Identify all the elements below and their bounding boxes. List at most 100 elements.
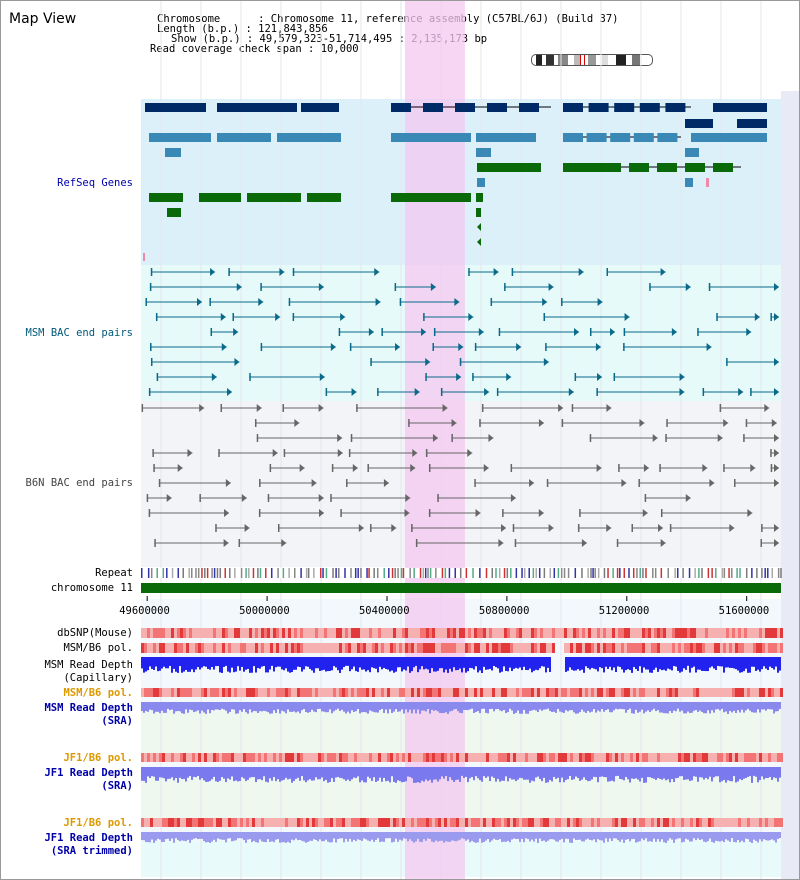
msm-bac-pair-end	[624, 313, 630, 321]
msm-b6-pol-sra-strip	[579, 688, 582, 697]
msm-read-depth-sra-bar	[745, 702, 747, 711]
msm-read-depth-capillary-bar	[297, 657, 299, 667]
dbsnp-strip	[756, 628, 759, 638]
msm-read-depth-sra-bar	[495, 702, 497, 710]
jf1-b6-pol-trimmed-strip	[627, 818, 630, 827]
msm-read-depth-capillary-bar	[195, 657, 197, 670]
jf1-b6-pol-strip	[189, 753, 192, 762]
msm-read-depth-sra-bar	[683, 702, 685, 714]
jf1-read-depth-sra-bar	[277, 767, 279, 780]
jf1-read-depth-sra-bar	[713, 767, 715, 778]
gene-row-exon	[480, 193, 483, 202]
msm-b6-pol-sra-strip	[165, 688, 168, 697]
dbsnp-strip	[279, 628, 282, 638]
msm-read-depth-sra-bar	[359, 702, 361, 714]
jf1-read-depth-sra-bar	[779, 767, 781, 778]
dbsnp-strip	[780, 628, 783, 638]
repeat-mark	[510, 568, 512, 578]
jf1-read-depth-sra-bar	[623, 767, 625, 781]
b6n-bac-pair-end	[723, 464, 725, 472]
repeat-mark	[257, 568, 259, 578]
jf1-read-depth-sra-bar	[577, 767, 579, 779]
msm-b6-pol-sra-strip	[753, 688, 756, 697]
msm-read-depth-sra-bar	[183, 702, 185, 714]
msm-read-depth-sra-bar	[731, 702, 733, 713]
jf1-read-depth-sra-bar	[669, 767, 671, 783]
msm-read-depth-sra-bar	[717, 702, 719, 710]
msm-read-depth-sra-bar	[771, 702, 773, 710]
msm-read-depth-sra-bar	[689, 702, 691, 714]
msm-b6-pol-strip	[366, 643, 369, 653]
msm-b6-pol-sra-strip	[501, 688, 504, 697]
msm-read-depth-sra-bar	[271, 702, 273, 714]
jf1-read-depth-trimmed-bar	[187, 832, 189, 840]
jf1-read-depth-sra-bar	[191, 767, 193, 780]
b6n-bac-pair-end	[367, 464, 369, 472]
msm-read-depth-sra-bar	[341, 702, 343, 710]
jf1-b6-pol-trimmed-strip	[699, 818, 702, 827]
msm-bac-pair-end	[468, 313, 474, 321]
b6n-bac-pair-end	[589, 434, 592, 442]
dbsnp-strip	[264, 628, 267, 638]
jf1-read-depth-trimmed-bar	[433, 832, 435, 843]
msm-b6-pol-strip	[279, 643, 282, 653]
msm-b6-pol-strip	[234, 643, 237, 653]
msm-read-depth-sra-bar	[601, 702, 603, 709]
gene-row-exon	[179, 208, 181, 217]
jf1-b6-pol-trimmed-strip	[273, 818, 276, 827]
jf1-b6-pol-strip	[222, 753, 225, 762]
msm-b6-pol-sra-strip	[780, 688, 783, 697]
gene-row-exon	[331, 103, 339, 112]
msm-bac-pair-end	[375, 298, 381, 306]
jf1-b6-pol-strip	[531, 753, 534, 762]
gene-row-exon	[524, 133, 536, 142]
msm-read-depth-sra-bar	[605, 702, 607, 711]
jf1-b6-pol-trimmed-strip	[705, 818, 708, 827]
jf1-b6-pol-trimmed-strip	[210, 818, 213, 827]
msm-bac-pair-end	[236, 283, 242, 291]
msm-read-depth-capillary-bar	[287, 657, 289, 672]
msm-b6-pol-sra-strip	[729, 688, 732, 697]
msm-read-depth-capillary-bar	[593, 657, 595, 669]
dbsnp-strip	[405, 628, 408, 638]
jf1-b6-pol-strip	[501, 753, 504, 762]
msm-read-depth-capillary-bar	[679, 657, 681, 673]
jf1-read-depth-sra-bar	[647, 767, 649, 777]
msm-b6-pol-strip	[150, 643, 153, 653]
jf1-read-depth-sra-bar	[753, 767, 755, 776]
gene-row-exon	[528, 163, 541, 172]
jf1-read-depth-trimmed-bar	[451, 832, 453, 841]
jf1-read-depth-trimmed-bar	[555, 832, 557, 842]
b6n-bac-pair-end	[166, 494, 172, 502]
msm-b6-pol-strip	[711, 643, 714, 653]
jf1-read-depth-trimmed-bar	[241, 832, 243, 839]
msm-b6-pol-strip	[732, 643, 735, 653]
msm-b6-pol-strip	[270, 643, 273, 653]
jf1-b6-pol-trimmed-strip	[147, 818, 150, 827]
msm-read-depth-sra-bar	[729, 702, 731, 711]
msm-read-depth-sra-bar	[429, 702, 431, 714]
jf1-b6-pol-trimmed-strip	[252, 818, 255, 827]
jf1-b6-pol-trimmed-strip	[264, 818, 267, 827]
msm-read-depth-sra-bar	[735, 702, 737, 713]
msm-b6-pol-sra-strip	[147, 688, 150, 697]
msm-b6-pol-sra-strip	[153, 688, 156, 697]
jf1-read-depth-trimmed-bar	[563, 832, 565, 843]
repeat-mark	[197, 568, 200, 578]
jf1-b6-pol-strip	[450, 753, 453, 762]
jf1-read-depth-sra-bar	[595, 767, 597, 778]
msm-read-depth-capillary-bar	[331, 657, 333, 671]
gene-row-exon	[279, 193, 300, 202]
msm-read-depth-capillary-bar	[461, 657, 463, 673]
jf1-read-depth-trimmed-bar	[399, 832, 401, 840]
dbsnp-strip	[234, 628, 237, 638]
jf1-read-depth-trimmed-bar	[185, 832, 187, 842]
msm-b6-pol-sra-strip	[642, 688, 645, 697]
msm-read-depth-capillary-bar	[595, 657, 597, 670]
msm-b6-pol-sra-strip	[291, 688, 294, 697]
jf1-read-depth-sra-bar	[531, 767, 533, 781]
msm-b6-pol-strip	[384, 643, 387, 653]
b6n-bac-pair-end	[618, 464, 620, 472]
jf1-b6-pol-strip	[462, 753, 465, 762]
